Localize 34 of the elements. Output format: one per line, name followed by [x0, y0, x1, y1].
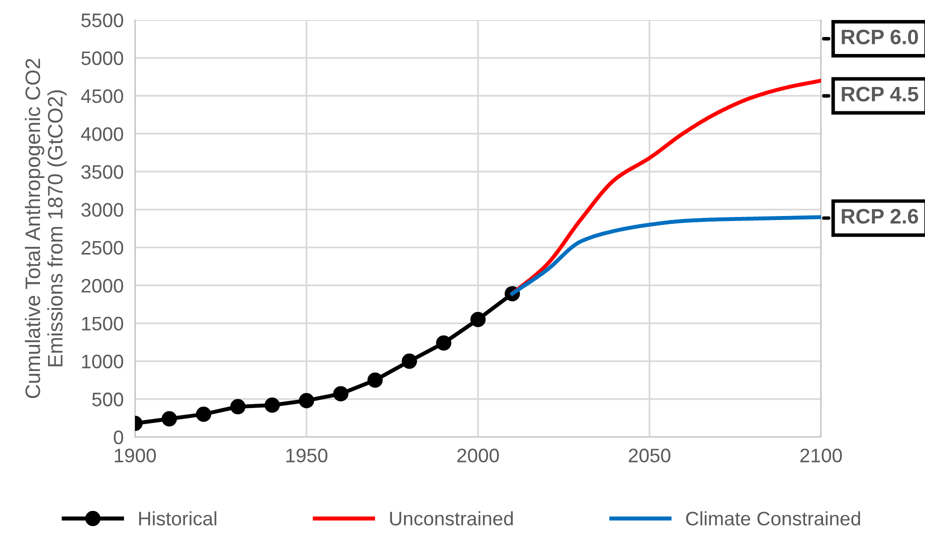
y-tick-label: 0 [114, 430, 124, 444]
y-tick-label: 5500 [81, 13, 124, 28]
point [230, 399, 246, 414]
point [470, 312, 486, 328]
y-axis-title: Cumulative Total Anthropogenic CO2 Emissions from 1870 (GtCO2) [24, 58, 67, 398]
point [162, 411, 177, 426]
text: RCP 4.5 [842, 86, 918, 102]
x-tick-label: 2100 [800, 448, 842, 462]
legend-label: Unconstrained [390, 511, 513, 526]
y-tick-label: 4000 [81, 127, 124, 141]
y-tick-label: 2000 [82, 278, 124, 293]
y-tick-label: 4500 [81, 89, 124, 104]
legend-label: Climate Constrained [686, 511, 860, 526]
y-tick-label: 1500 [82, 316, 124, 331]
point [402, 354, 418, 369]
y-tick-label: 500 [92, 392, 124, 406]
y-tick-label: 2500 [82, 240, 124, 255]
point [333, 386, 348, 402]
y-tick-label: 3000 [81, 203, 124, 217]
y-tick-label: 1000 [82, 354, 124, 368]
y-tick-label: 5000 [81, 51, 124, 66]
point [196, 406, 212, 422]
point [298, 392, 314, 408]
point [264, 398, 280, 413]
x-tick-label: 2050 [628, 448, 670, 462]
legend-label: Historical [139, 511, 216, 526]
text: RCP 6.0 [842, 30, 918, 44]
text: RCP 2.6 [842, 208, 918, 224]
point [436, 335, 452, 351]
y-tick-label: 3500 [81, 165, 124, 179]
x-tick-label: 1900 [114, 448, 156, 462]
x-tick-label: 1950 [286, 448, 328, 462]
x-tick-label: 2000 [457, 448, 499, 462]
point [367, 372, 383, 388]
